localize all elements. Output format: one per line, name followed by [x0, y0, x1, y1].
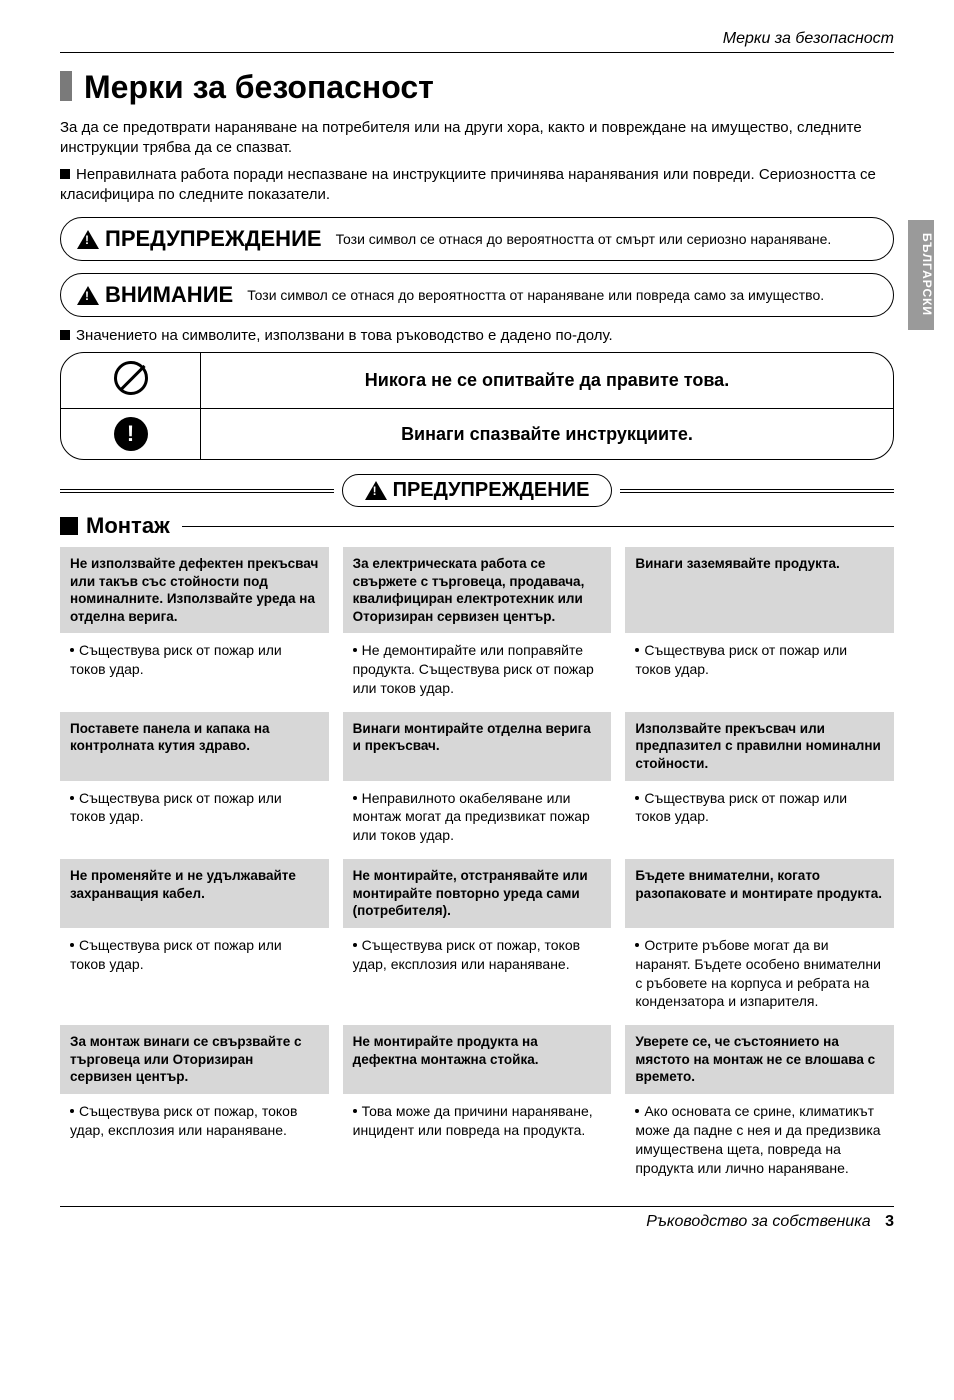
cell-body: Неправилното окабеляване или монтаж мога…: [343, 781, 612, 860]
attention-capsule: ВНИМАНИЕ Този символ се отнася до вероят…: [60, 273, 894, 317]
cell-body: Острите ръбове могат да ви наранят. Бъде…: [625, 928, 894, 1026]
cell-header: Бъдете внимателни, когато разопаковате и…: [625, 859, 894, 928]
page-footer: Ръководство за собственика 3: [60, 1206, 894, 1231]
cell-body: Съществува риск от пожар или токов удар.: [60, 781, 329, 860]
cell-body: Съществува риск от пожар или токов удар.: [60, 633, 329, 712]
always-rule: Винаги спазвайте инструкциите.: [201, 414, 893, 455]
cell-header: Не използвайте дефектен прекъсвач или та…: [60, 547, 329, 633]
intro-block: За да се предотврати нараняване на потре…: [60, 118, 894, 205]
cell-body: Ако основата се срине, климатикът може д…: [625, 1094, 894, 1192]
intro-p1: За да се предотврати нараняване на потре…: [60, 118, 894, 159]
warning-divider: ПРЕДУПРЕЖДЕНИЕ: [60, 474, 894, 507]
running-header: Мерки за безопасност: [60, 30, 894, 53]
warning-capsule: ПРЕДУПРЕЖДЕНИЕ Този символ се отнася до …: [60, 217, 894, 261]
safety-grid: Не използвайте дефектен прекъсвач или та…: [60, 547, 894, 1192]
symbols-note: Значението на символите, използвани в то…: [60, 327, 894, 344]
cell-header: Не променяйте и не удължавайте захранващ…: [60, 859, 329, 928]
cell-header: За електрическата работа се свържете с т…: [343, 547, 612, 633]
page-number: 3: [885, 1213, 894, 1230]
mandatory-icon: !: [61, 409, 201, 459]
attention-label: ВНИМАНИЕ: [105, 282, 233, 308]
warning-icon: [365, 481, 387, 500]
cell-header: Използвайте прекъсвач или предпазител с …: [625, 712, 894, 781]
cell-header: Винаги монтирайте отделна верига и прекъ…: [343, 712, 612, 781]
cell-body: Съществува риск от пожар или токов удар.: [625, 633, 894, 712]
cell-header: Не монтирайте продукта на дефектна монта…: [343, 1025, 612, 1094]
attention-text: Този символ се отнася до вероятността от…: [247, 286, 824, 304]
warning-icon: [77, 286, 99, 305]
footer-title: Ръководство за собственика: [646, 1213, 870, 1230]
language-tab: БЪЛГАРСКИ: [908, 220, 934, 330]
section-heading: Монтаж: [60, 513, 894, 539]
cell-header: Не монтирайте, отстранявайте или монтира…: [343, 859, 612, 928]
cell-header: За монтаж винаги се свързвайте с търгове…: [60, 1025, 329, 1094]
cell-body: Съществува риск от пожар, токов удар, ек…: [60, 1094, 329, 1192]
symbols-table: Никога не се опитвайте да правите това. …: [60, 352, 894, 460]
cell-body: Съществува риск от пожар или токов удар.: [625, 781, 894, 860]
cell-body: Съществува риск от пожар, токов удар, ек…: [343, 928, 612, 1026]
cell-body: Съществува риск от пожар или токов удар.: [60, 928, 329, 1026]
never-rule: Никога не се опитвайте да правите това.: [201, 360, 893, 401]
page-title: Мерки за безопасност: [60, 69, 894, 106]
cell-body: Това може да причини нараняване, инциден…: [343, 1094, 612, 1192]
warning-label: ПРЕДУПРЕЖДЕНИЕ: [105, 226, 322, 252]
cell-body: Не демонтирайте или поправяйте продукта.…: [343, 633, 612, 712]
prohibit-icon: [61, 353, 201, 408]
cell-header: Винаги заземявайте продукта.: [625, 547, 894, 633]
warning-icon: [77, 230, 99, 249]
cell-header: Поставете панела и капака на контролната…: [60, 712, 329, 781]
warning-text: Този символ се отнася до вероятността от…: [336, 230, 832, 248]
intro-p2: Неправилната работа поради неспазване на…: [60, 165, 894, 206]
cell-header: Уверете се, че състоянието на мястото на…: [625, 1025, 894, 1094]
